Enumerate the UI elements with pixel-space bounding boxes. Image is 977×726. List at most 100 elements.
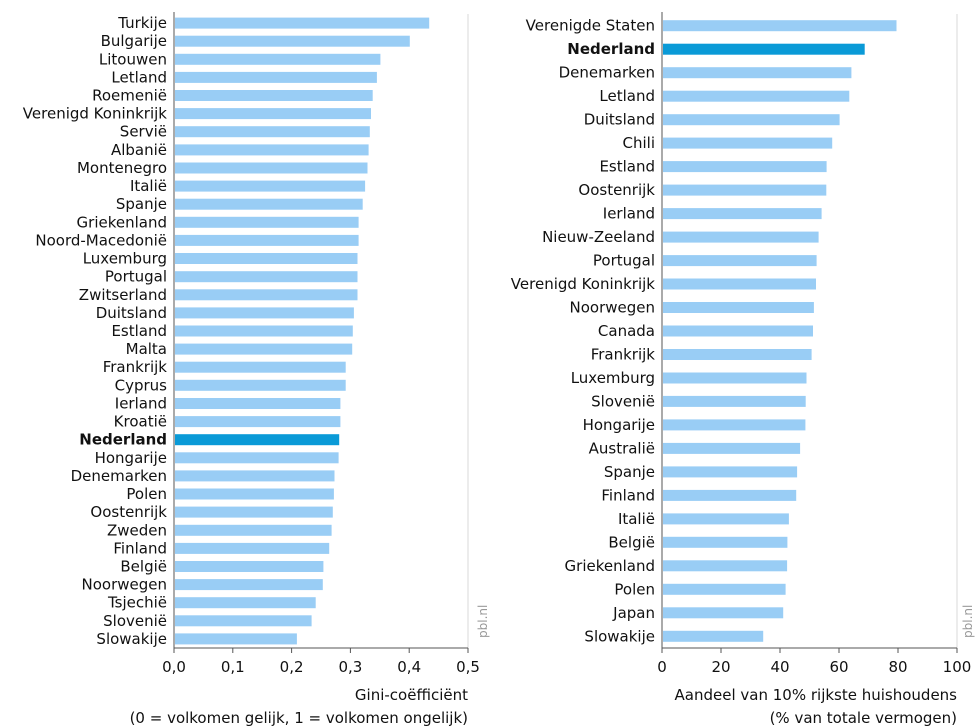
wealth-bar — [663, 536, 788, 548]
wealth-category-label: Italië — [618, 510, 655, 528]
wealth-bar — [663, 208, 822, 220]
wealth-x-tick-label: 80 — [888, 658, 907, 676]
gini-category-label: Slowakije — [96, 630, 167, 648]
gini-category-label: Montenegro — [77, 159, 167, 177]
wealth-category-label: Nederland — [567, 40, 655, 58]
gini-bar — [175, 343, 353, 355]
gini-category-label: Letland — [111, 68, 167, 86]
gini-category-label: Italië — [130, 177, 167, 195]
gini-bar — [175, 579, 323, 591]
wealth-bar — [663, 560, 788, 572]
wealth-category-label: Noorwegen — [570, 299, 656, 317]
wealth-bar — [663, 325, 813, 337]
wealth-category-label: België — [608, 533, 655, 551]
wealth-x-tick-label: 40 — [770, 658, 789, 676]
gini-category-label: Polen — [126, 485, 167, 503]
wealth-category-label: Slovenië — [591, 392, 655, 410]
wealth-bar — [663, 114, 840, 126]
wealth-category-label: Denemarken — [559, 64, 655, 82]
wealth-bar — [663, 513, 789, 525]
gini-x-tick-label: 0,5 — [456, 658, 480, 676]
gini-x-tick-label: 0,1 — [221, 658, 245, 676]
gini-bar — [175, 325, 353, 337]
gini-category-label: Spanje — [116, 195, 167, 213]
wealth-category-label: Verenigde Staten — [526, 17, 655, 35]
gini-bar — [175, 216, 359, 228]
gini-category-label: Hongarije — [95, 449, 167, 467]
gini-bar — [175, 53, 381, 65]
gini-credit: pbl.nl — [476, 605, 490, 638]
gini-category-label: Oostenrijk — [90, 503, 167, 521]
wealth-category-label: Portugal — [593, 252, 655, 270]
gini-bar — [175, 17, 430, 29]
wealth-bar — [663, 231, 819, 243]
wealth-bar — [663, 395, 806, 407]
wealth-category-label: Spanje — [604, 463, 655, 481]
gini-x-axis-subtitle: (0 = volkomen gelijk, 1 = volkomen ongel… — [130, 709, 468, 726]
gini-bar — [175, 35, 410, 47]
wealth-bar — [663, 466, 798, 478]
gini-bar — [175, 597, 316, 609]
wealth-x-tick-label: 20 — [711, 658, 730, 676]
gini-category-label: Roemenië — [92, 87, 167, 105]
gini-bar — [175, 488, 334, 500]
wealth-credit: pbl.nl — [961, 605, 975, 638]
gini-bar — [175, 108, 371, 120]
wealth-bar — [663, 583, 786, 595]
wealth-category-label: Hongarije — [583, 416, 655, 434]
gini-category-label: Estland — [111, 322, 167, 340]
gini-bar — [175, 615, 312, 627]
wealth-share-panel: Verenigde Staten Nederland Denemarken Letla… — [511, 12, 975, 726]
gini-bar — [175, 434, 340, 446]
gini-category-label: België — [120, 558, 167, 576]
gini-category-label: Kroatië — [114, 413, 167, 431]
gini-category-label: Finland — [113, 539, 167, 557]
wealth-bar — [663, 302, 814, 313]
gini-category-label: Denemarken — [71, 467, 167, 485]
wealth-x-axis-title: Aandeel van 10% rijkste huishoudens — [675, 686, 958, 704]
gini-category-label: Noord-Macedonië — [35, 231, 167, 249]
wealth-category-label: Finland — [601, 486, 655, 504]
gini-bar — [175, 162, 368, 174]
gini-bar — [175, 180, 366, 192]
gini-bar — [175, 379, 346, 391]
wealth-category-label: Japan — [612, 604, 655, 622]
gini-bar — [175, 144, 369, 156]
gini-bar — [175, 289, 358, 301]
wealth-category-label: Letland — [599, 87, 655, 105]
gini-bar — [175, 542, 330, 554]
gini-bar — [175, 71, 377, 83]
gini-panel: TurkijeBulgarijeLitouwenLetlandRoemeniëV… — [23, 12, 490, 726]
gini-category-label: Slovenië — [103, 612, 167, 630]
wealth-bar — [663, 372, 807, 384]
wealth-bar — [663, 137, 833, 149]
wealth-bar — [663, 607, 784, 619]
gini-category-label: Frankrijk — [103, 358, 168, 376]
gini-bar — [175, 234, 359, 246]
gini-bar — [175, 633, 297, 645]
gini-bar — [175, 524, 332, 536]
wealth-category-label: Frankrijk — [591, 346, 656, 364]
gini-category-label: Griekenland — [77, 213, 167, 231]
gini-category-label: Albanië — [111, 141, 167, 159]
wealth-category-label: Canada — [598, 322, 655, 340]
gini-category-label: Portugal — [105, 268, 167, 286]
wealth-category-label: Duitsland — [584, 111, 655, 129]
gini-category-label: Ierland — [115, 395, 167, 413]
wealth-bar — [663, 20, 897, 32]
gini-x-tick-label: 0,2 — [280, 658, 304, 676]
gini-category-label: Cyprus — [115, 376, 168, 394]
gini-bar — [175, 398, 341, 409]
gini-bar — [175, 561, 324, 572]
gini-category-label: Verenigd Koninkrijk — [23, 105, 168, 123]
wealth-category-label: Chili — [623, 134, 655, 152]
wealth-x-axis-subtitle: (% van totale vermogen) — [770, 709, 957, 726]
wealth-category-label: Verenigd Koninkrijk — [511, 275, 656, 293]
gini-category-label: Zwitserland — [79, 286, 167, 304]
wealth-x-tick-label: 100 — [943, 658, 972, 676]
wealth-category-label: Nieuw-Zeeland — [542, 228, 655, 246]
gini-category-label: Malta — [126, 340, 167, 358]
gini-bar — [175, 416, 341, 428]
